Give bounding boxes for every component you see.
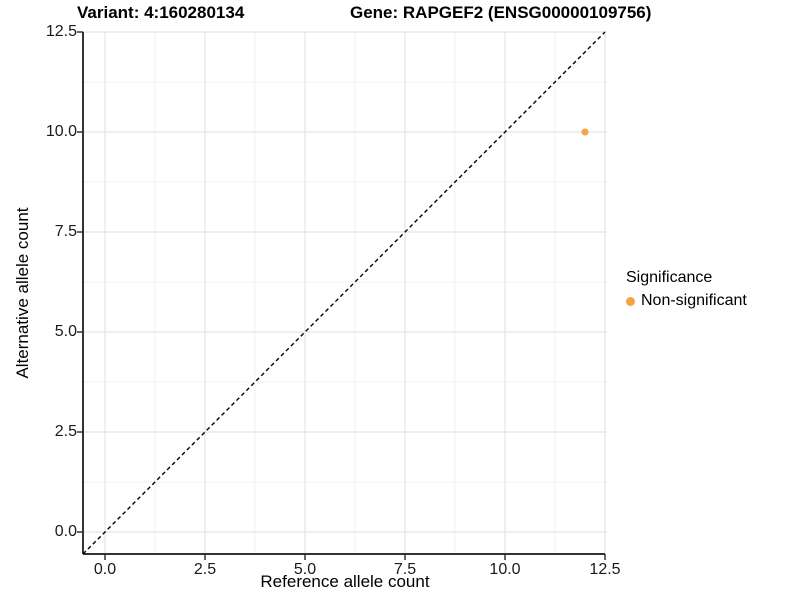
x-tick-label: 5.0 xyxy=(293,561,317,578)
x-tick-label: 7.5 xyxy=(393,561,417,578)
y-tick-label: 12.5 xyxy=(45,23,77,40)
gene-title: Gene: RAPGEF2 (ENSG00000109756) xyxy=(350,3,652,22)
y-tick-label: 5.0 xyxy=(54,323,77,340)
x-tick-label: 12.5 xyxy=(589,561,621,578)
plot-area-svg xyxy=(77,31,607,560)
identity-reference-line xyxy=(82,31,606,555)
plot-panel xyxy=(77,31,607,560)
legend: Significance Non-significant xyxy=(626,269,747,310)
y-tick-label: 2.5 xyxy=(54,423,77,440)
variant-title: Variant: 4:160280134 xyxy=(77,3,245,22)
data-point xyxy=(581,128,589,136)
legend-item-non-significant: Non-significant xyxy=(626,292,747,310)
x-tick-label: 2.5 xyxy=(193,561,217,578)
y-tick-label: 10.0 xyxy=(45,123,77,140)
x-tick-label: 0.0 xyxy=(93,561,117,578)
y-tick-label: 7.5 xyxy=(54,223,77,240)
y-tick-label: 0.0 xyxy=(54,523,77,540)
y-axis-title: Alternative allele count xyxy=(13,207,32,379)
legend-item-label: Non-significant xyxy=(641,292,747,309)
legend-title: Significance xyxy=(626,269,713,286)
x-tick-label: 10.0 xyxy=(489,561,521,578)
legend-key-dot-icon xyxy=(626,296,635,306)
x-axis-title: Reference allele count xyxy=(260,572,430,591)
